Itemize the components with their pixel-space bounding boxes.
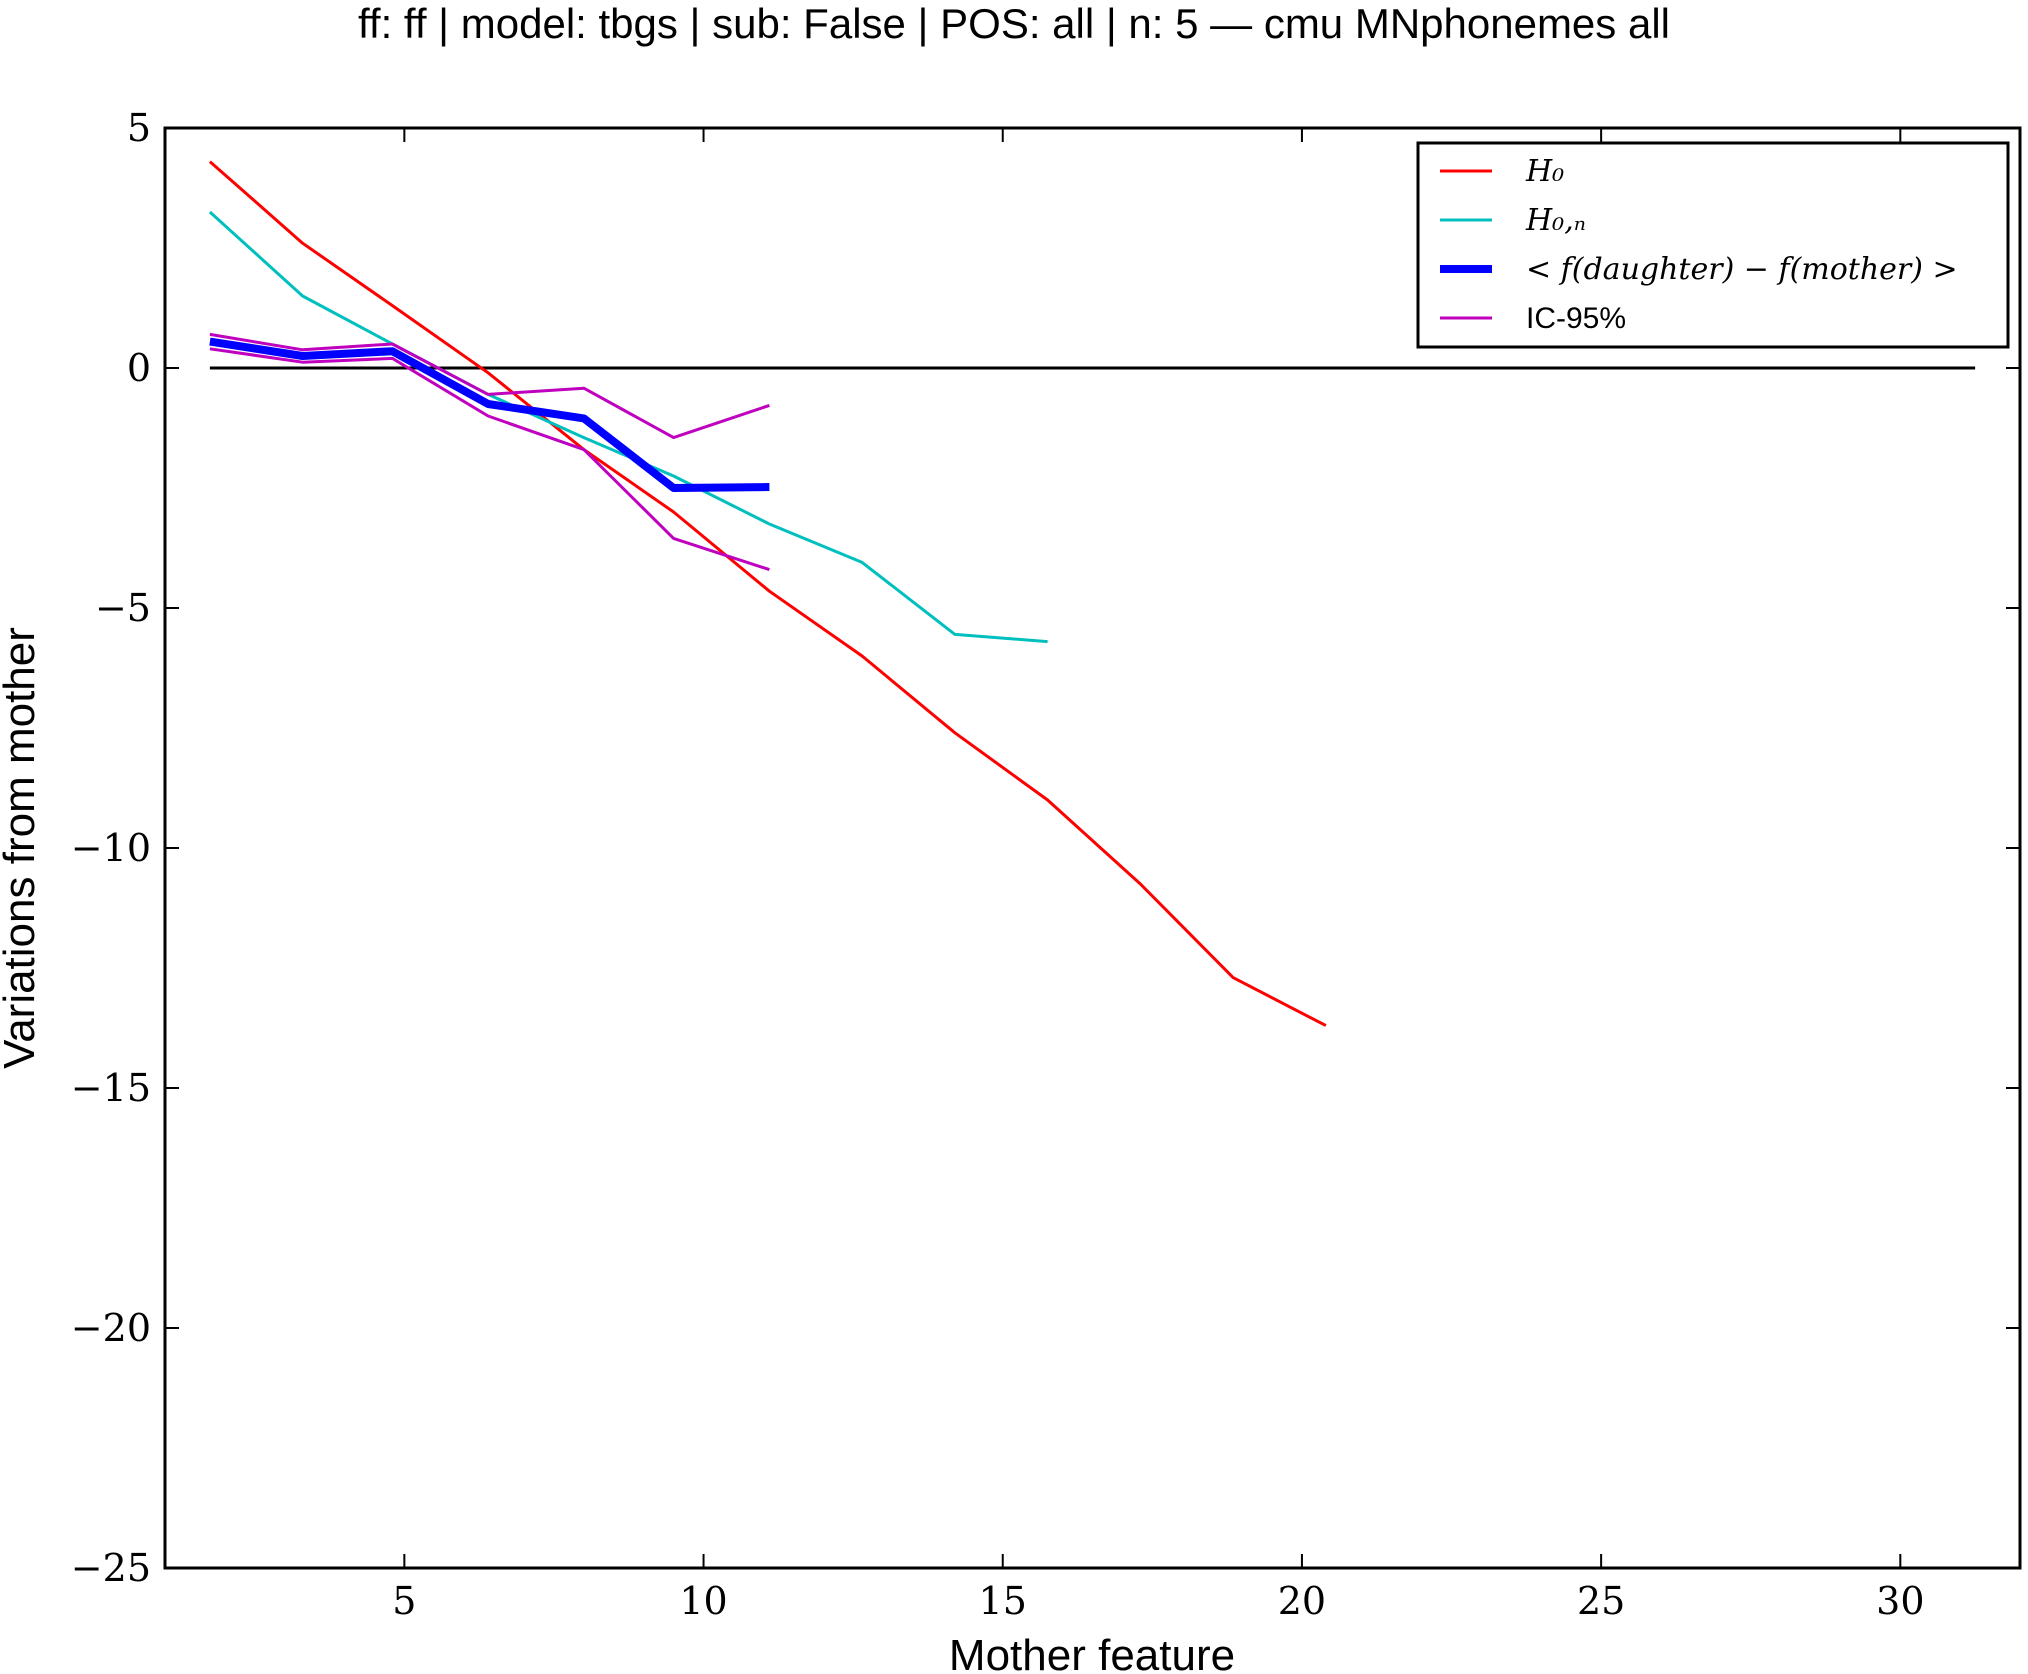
legend-label: IC-95% [1526, 302, 1626, 335]
series-line-2 [209, 337, 770, 492]
axis-ticks: 5 10 15 20 25 30 5 0 −5 −10 −15 −20 −25 [71, 106, 2020, 1623]
x-tick-label: 20 [1278, 1579, 1326, 1623]
y-tick-label: −15 [71, 1066, 151, 1110]
series-line-1 [208, 210, 1048, 644]
y-axis-label: Variations from mother [0, 627, 44, 1069]
x-tick-label: 5 [392, 1579, 416, 1623]
legend-label: < f(daughter) − f(mother) > [1526, 252, 1958, 287]
chart-title: ff: ff | model: tbgs | sub: False | POS:… [358, 0, 1670, 47]
series-line-3 [209, 332, 770, 440]
legend-label: H₀ [1525, 154, 1564, 189]
y-tick-label: −20 [71, 1306, 151, 1350]
x-tick-label: 30 [1876, 1579, 1924, 1623]
y-tick-label: −5 [95, 586, 151, 630]
x-axis-label: Mother feature [949, 1631, 1235, 1674]
series-layer [208, 160, 1976, 1027]
legend: H₀ H₀,ₙ < f(daughter) − f(mother) > IC-95% [1416, 141, 2010, 349]
series-line-4 [209, 347, 770, 572]
y-tick-label: 0 [127, 346, 151, 390]
x-tick-label: 25 [1577, 1579, 1625, 1623]
x-tick-label: 10 [679, 1579, 727, 1623]
y-tick-label: −10 [71, 826, 151, 870]
legend-box [1416, 141, 2010, 349]
y-tick-label: 5 [127, 106, 151, 150]
x-tick-label: 15 [979, 1579, 1027, 1623]
series-line-0 [208, 160, 1327, 1027]
y-tick-label: −25 [71, 1546, 151, 1590]
legend-label: H₀,ₙ [1525, 203, 1586, 238]
